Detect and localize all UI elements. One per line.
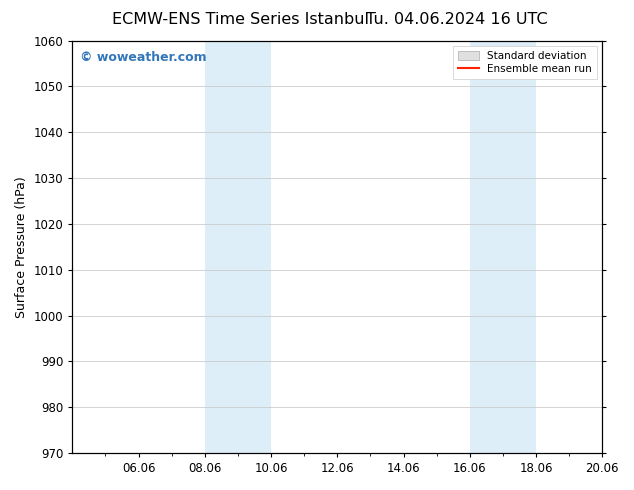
Text: ECMW-ENS Time Series Istanbul: ECMW-ENS Time Series Istanbul — [112, 12, 370, 27]
Bar — [470, 41, 536, 453]
Text: © woweather.com: © woweather.com — [81, 51, 207, 64]
Text: Tu. 04.06.2024 16 UTC: Tu. 04.06.2024 16 UTC — [366, 12, 547, 27]
Y-axis label: Surface Pressure (hPa): Surface Pressure (hPa) — [15, 176, 28, 318]
Legend: Standard deviation, Ensemble mean run: Standard deviation, Ensemble mean run — [453, 46, 597, 79]
Bar — [205, 41, 271, 453]
